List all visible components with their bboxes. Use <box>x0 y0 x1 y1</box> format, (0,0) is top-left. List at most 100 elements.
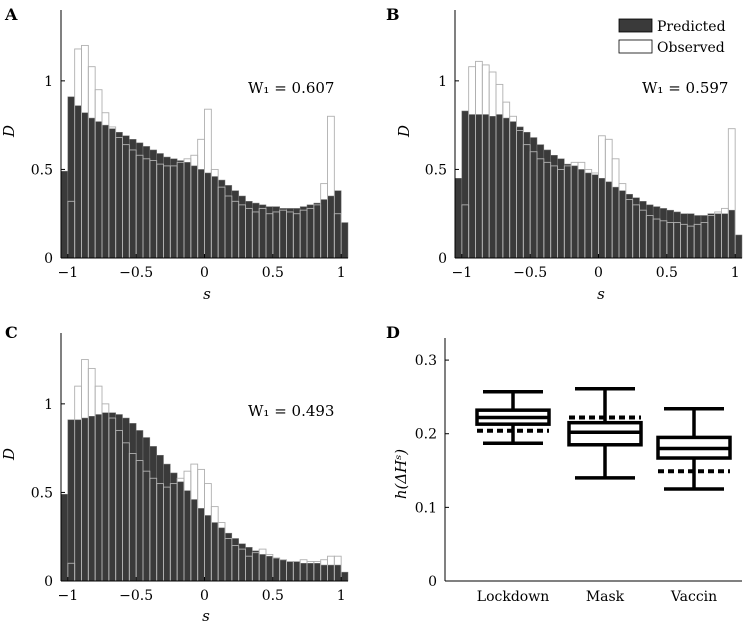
predicted-bar-a-32 <box>279 208 287 259</box>
y-axis-label-a: D <box>0 125 18 138</box>
x-tick-label-a-4: 1 <box>337 265 346 281</box>
predicted-bar-b-7 <box>502 117 510 259</box>
box-0 <box>475 390 551 446</box>
panel-b: B D s −1 −0.5 0 0.5 1 0 0.5 1 W₁ = 0.597 Predic… <box>386 5 743 303</box>
x-tick-label-a-3: 0.5 <box>262 265 284 281</box>
y-tick-label-a-1: 0.5 <box>31 162 53 178</box>
x-axis-label-b: s <box>597 285 605 303</box>
category-label-2: Vaccin <box>670 589 717 605</box>
y-tick-label-a-0: 0 <box>44 251 53 267</box>
axes-b: −1 −0.5 0 0.5 1 0 0.5 1 <box>425 10 742 281</box>
predicted-bar-b-28 <box>646 204 654 259</box>
predicted-bar-b-6 <box>495 114 504 259</box>
y-axis-label-d: h(ΔHˢ) <box>392 449 410 499</box>
y-tick-label-d-1: 0.1 <box>415 500 437 516</box>
predicted-bar-a-4 <box>88 117 96 259</box>
predicted-bar-b-24 <box>618 190 627 259</box>
predicted-bar-c-40 <box>334 564 342 582</box>
panel-d: D h(ΔHˢ) Lockdown Mask Vaccin 0 0.1 0.2 0.3 <box>386 323 742 605</box>
predicted-bar-b-30 <box>659 208 668 259</box>
legend-swatch-predicted <box>618 18 653 33</box>
predicted-bar-a-0 <box>60 170 69 259</box>
predicted-bar-a-25 <box>231 190 239 259</box>
predicted-bar-b-29 <box>652 206 661 259</box>
predicted-bar-a-33 <box>286 208 294 259</box>
x-tick-label-a-0: −1 <box>58 265 79 281</box>
predicted-bar-a-31 <box>272 206 280 259</box>
box-1 <box>567 387 643 480</box>
predicted-bar-a-18 <box>183 162 192 259</box>
predicted-bar-c-16 <box>170 472 178 582</box>
x-tick-label-a-2: 0 <box>200 265 209 281</box>
y-tick-label-a-2: 1 <box>44 74 53 90</box>
panel-letter-c: C <box>5 323 18 342</box>
predicted-bar-a-38 <box>320 199 328 259</box>
predicted-bar-c-20 <box>197 508 205 582</box>
predicted-bar-a-2 <box>74 105 82 259</box>
predicted-bar-b-37 <box>707 213 715 259</box>
predicted-bar-b-22 <box>605 181 613 259</box>
predicted-bar-a-40 <box>334 190 342 259</box>
w1-annotation-c: W₁ = 0.493 <box>248 402 334 420</box>
predicted-bar-c-29 <box>258 554 267 582</box>
panel-a: A D s −1 −0.5 0 0.5 1 0 0.5 1 W₁ = 0.607 <box>0 5 349 303</box>
predicted-bar-c-5 <box>94 414 103 582</box>
predicted-bar-b-5 <box>488 116 497 259</box>
predicted-bar-c-13 <box>149 446 157 582</box>
predicted-bar-c-22 <box>211 522 219 582</box>
y-tick-label-b-0: 0 <box>438 251 447 267</box>
predicted-bar-a-30 <box>265 206 274 259</box>
axes-a: −1 −0.5 0 0.5 1 0 0.5 1 <box>31 10 348 281</box>
y-tick-label-b-2: 1 <box>438 74 447 90</box>
x-tick-label-a-1: −0.5 <box>119 265 153 281</box>
predicted-bar-c-2 <box>74 419 82 582</box>
predicted-bar-b-12 <box>536 144 545 259</box>
predicted-bar-a-12 <box>142 146 151 259</box>
legend: Predicted Observed <box>618 18 726 56</box>
predicted-bar-b-1 <box>461 110 469 259</box>
predicted-bar-c-41 <box>340 571 349 582</box>
predicted-bar-a-13 <box>149 149 157 259</box>
predicted-bar-b-38 <box>714 213 722 259</box>
predicted-bar-b-3 <box>475 114 483 259</box>
predicted-bar-c-37 <box>313 563 321 582</box>
x-tick-label-b-2: 0 <box>594 265 603 281</box>
predicted-bar-b-25 <box>625 193 633 259</box>
x-tick-label-b-4: 1 <box>731 265 740 281</box>
predicted-bar-b-39 <box>721 213 729 259</box>
predicted-bar-c-7 <box>108 412 116 582</box>
predicted-bar-c-6 <box>101 412 110 582</box>
x-axis-label-c: s <box>202 607 210 625</box>
predicted-bar-a-19 <box>190 165 198 259</box>
predicted-bar-b-19 <box>584 172 592 259</box>
predicted-bar-c-14 <box>156 454 164 582</box>
y-axis-label-c: D <box>0 448 18 461</box>
bars-c <box>60 359 349 582</box>
x-tick-label-c-2: 0 <box>200 588 209 604</box>
predicted-bar-b-32 <box>673 211 681 259</box>
predicted-bar-c-15 <box>163 463 171 582</box>
predicted-bar-b-18 <box>577 169 586 259</box>
predicted-bar-b-20 <box>591 174 599 259</box>
predicted-bar-a-8 <box>115 131 123 259</box>
predicted-bar-b-26 <box>632 197 640 259</box>
predicted-bar-a-20 <box>197 169 205 259</box>
panel-letter-b: B <box>386 5 400 24</box>
predicted-bar-c-4 <box>88 416 96 582</box>
predicted-bar-a-22 <box>211 176 219 259</box>
predicted-bar-c-12 <box>142 437 151 582</box>
predicted-bar-a-9 <box>122 135 130 259</box>
predicted-bar-b-9 <box>516 126 524 259</box>
y-tick-label-c-1: 0.5 <box>31 485 53 501</box>
predicted-bar-a-29 <box>258 204 267 259</box>
legend-label-predicted: Predicted <box>657 19 726 35</box>
box-2 <box>656 406 732 491</box>
predicted-bar-a-41 <box>340 222 349 259</box>
boxes-d <box>475 387 732 491</box>
y-axis-label-b: D <box>395 125 413 138</box>
predicted-bar-a-6 <box>101 124 110 259</box>
y-tick-label-c-2: 1 <box>44 397 53 413</box>
predicted-bar-b-21 <box>598 178 606 259</box>
x-tick-label-b-0: −1 <box>452 265 473 281</box>
axes-c: −1 −0.5 0 0.5 1 0 0.5 1 <box>31 333 348 604</box>
